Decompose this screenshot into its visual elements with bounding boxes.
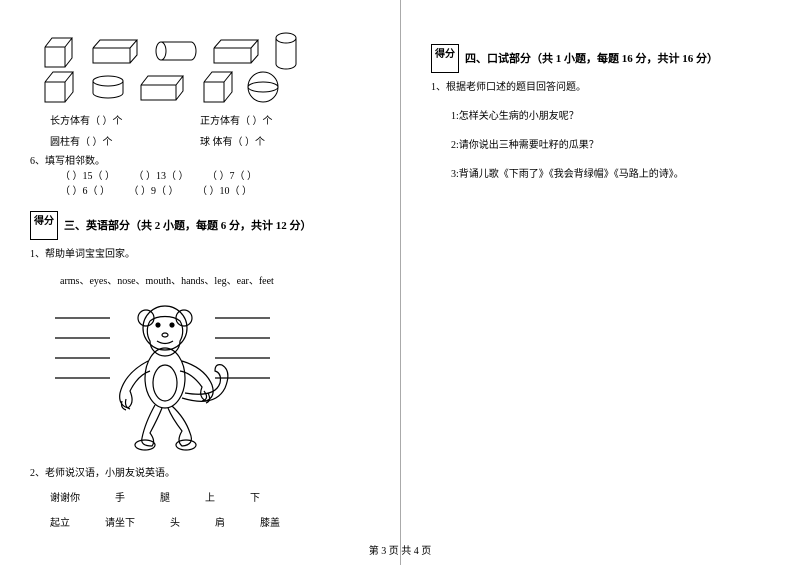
monkey-figure [50,293,380,456]
q3-2: 2、老师说汉语，小朋友说英语。 [30,464,380,479]
word-list: arms、eyes、nose、mouth、hands、leg、ear、feet [60,272,380,287]
q6-r2-2: （ ）9（ ） [129,182,179,197]
shape-count-labels-2: 圆柱有（ ）个 球 体有（ ）个 [50,133,380,148]
chinese-english-grid: 谢谢你 手 腿 上 下 起立 请坐下 头 肩 膝盖 [50,489,380,529]
cylinder-label: 圆柱有（ ）个 [50,133,200,148]
q3-1: 1、帮助单词宝宝回家。 [30,245,380,260]
section-3-title: 三、英语部分（共 2 小题，每题 6 分，共计 12 分） [64,211,312,233]
q6-r1-1: （ ）15（ ） [60,167,115,182]
cuboid-shape-1 [40,32,80,70]
shape-count-labels-1: 长方体有（ ）个 正方体有（ ）个 [50,112,380,127]
oral-item-2: 2:请你说出三种需要吐籽的瓜果？ [451,136,780,151]
left-column: 长方体有（ ）个 正方体有（ ）个 圆柱有（ ）个 球 体有（ ）个 6、填写相… [0,0,400,565]
grid-r2-4: 肩 [215,514,225,529]
section-3-header: 得分 三、英语部分（共 2 小题，每题 6 分，共计 12 分） [30,211,380,240]
cube-shape-1 [40,68,80,106]
right-column: 得分 四、口试部分（共 1 小题，每题 16 分，共计 16 分） 1、根据老师… [400,0,800,565]
oral-item-3: 3:背诵儿歌《下雨了》《我会背绿帽》《马路上的诗》。 [451,165,780,180]
cylinder-vertical [272,30,300,72]
q4-1: 1、根据老师口述的题目回答问题。 [431,78,780,93]
q6-r2-3: （ ）10（ ） [197,182,252,197]
grid-r2-5: 膝盖 [260,514,280,529]
grid-r1-4: 上 [205,489,215,504]
score-box-3: 得分 [30,211,58,240]
cylinder-horizontal [151,38,201,64]
cube-shape-2 [199,68,237,106]
sphere-shape [245,69,281,105]
grid-r2-3: 头 [170,514,180,529]
cuboid-shape-4 [136,71,191,103]
page-footer: 第 3 页 共 4 页 [0,542,800,557]
grid-r2-1: 起立 [50,514,70,529]
section-4-title: 四、口试部分（共 1 小题，每题 16 分，共计 16 分） [465,44,718,66]
grid-r2-2: 请坐下 [105,514,135,529]
shapes-row-2 [30,68,380,106]
cuboid-shape-3 [209,36,264,66]
cuboid-shape-2 [88,36,143,66]
q6-r1-3: （ ）7（ ） [207,167,257,182]
cylinder-short [88,73,128,101]
grid-r1-2: 手 [115,489,125,504]
section-4-header: 得分 四、口试部分（共 1 小题，每题 16 分，共计 16 分） [431,44,780,73]
q6-r2-1: （ ）6（ ） [60,182,110,197]
cube-label: 正方体有（ ）个 [200,112,273,127]
q6-title: 6、填写相邻数。 [30,152,380,167]
q6-r1-2: （ ）13（ ） [134,167,189,182]
sphere-label: 球 体有（ ）个 [200,133,265,148]
shapes-row-1 [30,30,380,72]
question-6: 6、填写相邻数。 （ ）15（ ） （ ）13（ ） （ ）7（ ） （ ）6（… [30,152,380,197]
grid-r1-1: 谢谢你 [50,489,80,504]
cuboid-label: 长方体有（ ）个 [50,112,200,127]
grid-r1-5: 下 [250,489,260,504]
grid-r1-3: 腿 [160,489,170,504]
score-box-4: 得分 [431,44,459,73]
oral-item-1: 1:怎样关心生病的小朋友呢？ [451,107,780,122]
